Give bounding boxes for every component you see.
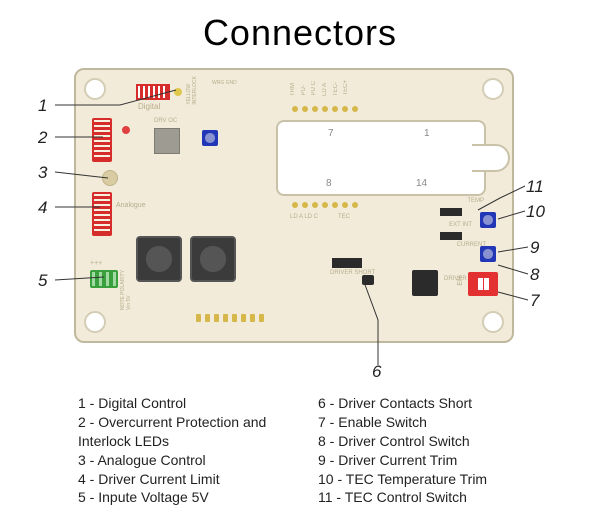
led-drv-oc bbox=[122, 126, 130, 134]
legend-item: 8 - Driver Control Switch bbox=[318, 432, 558, 451]
silk-ext-int: EXT INT bbox=[449, 222, 472, 228]
legend-item: 5 - Inpute Voltage 5V bbox=[78, 488, 318, 507]
driver-ic bbox=[412, 270, 438, 296]
silk-interlock: YELLOWINTERLOCK bbox=[186, 76, 198, 105]
legend-item: 6 - Driver Contacts Short bbox=[318, 394, 558, 413]
page-title: Connectors bbox=[0, 12, 600, 54]
callout-1: 1 bbox=[38, 96, 47, 116]
driver-ctrl-switch bbox=[440, 232, 462, 240]
mounting-hole bbox=[482, 78, 504, 100]
pot-top bbox=[202, 130, 218, 146]
driver-short-jumper bbox=[332, 258, 362, 268]
silk-drv-oc: DRV OC bbox=[154, 118, 177, 124]
callout-3: 3 bbox=[38, 163, 47, 183]
board-cutout-slot bbox=[472, 144, 510, 172]
digital-dip bbox=[136, 84, 170, 100]
enable-switch bbox=[468, 272, 498, 296]
pin-labels-mid: TEC bbox=[338, 214, 350, 220]
legend-left: 1 - Digital Control 2 - Overcurrent Prot… bbox=[78, 394, 318, 507]
cutout-label: 14 bbox=[416, 178, 427, 189]
driver-current-trim bbox=[480, 246, 496, 262]
legend-item: 3 - Analogue Control bbox=[78, 451, 318, 470]
cutout-label: 8 bbox=[326, 178, 332, 189]
legend-item: 4 - Driver Current Limit bbox=[78, 470, 318, 489]
legend-item: 7 - Enable Switch bbox=[318, 413, 558, 432]
circle-marker bbox=[102, 170, 118, 186]
analogue-header bbox=[92, 192, 112, 236]
callout-10: 10 bbox=[526, 202, 545, 222]
callout-6: 6 bbox=[372, 362, 381, 382]
silk-analogue: Analogue bbox=[116, 202, 146, 209]
callout-2: 2 bbox=[38, 128, 47, 148]
pin-labels-top: TRM PU- PU C LD A TEC- TEC+ bbox=[290, 80, 349, 98]
silk-note: NOTE POLARITYVin 5V bbox=[120, 256, 132, 310]
legend-item: 9 - Driver Current Trim bbox=[318, 451, 558, 470]
callout-11: 11 bbox=[526, 177, 544, 197]
pcb-board: MODEL SF8300 7 1 8 14 TRM PU- PU C LD A … bbox=[74, 68, 514, 343]
legend-item: 1 - Digital Control bbox=[78, 394, 318, 413]
digital-header bbox=[92, 118, 112, 162]
pin-row-bottom bbox=[292, 202, 358, 208]
silk-en: EN bbox=[457, 276, 464, 286]
inductor bbox=[136, 236, 182, 282]
mounting-hole bbox=[482, 311, 504, 333]
silk-wrg: WRG GND bbox=[212, 80, 232, 86]
cutout-label: 1 bbox=[424, 128, 430, 139]
sot-chip bbox=[362, 275, 374, 285]
bottom-pin-row bbox=[196, 314, 264, 322]
tec-temp-trim bbox=[480, 212, 496, 228]
legend-item: 10 - TEC Temperature Trim bbox=[318, 470, 558, 489]
legend-right: 6 - Driver Contacts Short 7 - Enable Swi… bbox=[318, 394, 558, 507]
silk-digital: Digital bbox=[138, 102, 160, 111]
silk-polarity: +++ bbox=[90, 260, 102, 267]
cutout-label: 7 bbox=[328, 128, 334, 139]
callout-9: 9 bbox=[530, 238, 539, 258]
input-5v-terminal bbox=[90, 270, 118, 288]
legend-item: 11 - TEC Control Switch bbox=[318, 488, 558, 507]
led-yellow bbox=[174, 88, 182, 96]
pin-row-top bbox=[292, 106, 358, 112]
callout-8: 8 bbox=[530, 265, 539, 285]
legend-item: 2 - Overcurrent Protection and bbox=[78, 413, 318, 432]
callout-4: 4 bbox=[38, 198, 47, 218]
tec-ctrl-switch bbox=[440, 208, 462, 216]
inductor bbox=[190, 236, 236, 282]
silk-temp: TEMP bbox=[467, 198, 484, 204]
callout-7: 7 bbox=[530, 291, 539, 311]
callout-5: 5 bbox=[38, 271, 47, 291]
ic-chip bbox=[154, 128, 180, 154]
board-cutout bbox=[276, 120, 486, 196]
pin-labels-mid: LD A LD C bbox=[290, 214, 318, 220]
legend-item: Interlock LEDs bbox=[78, 432, 318, 451]
mounting-hole bbox=[84, 78, 106, 100]
mounting-hole bbox=[84, 311, 106, 333]
